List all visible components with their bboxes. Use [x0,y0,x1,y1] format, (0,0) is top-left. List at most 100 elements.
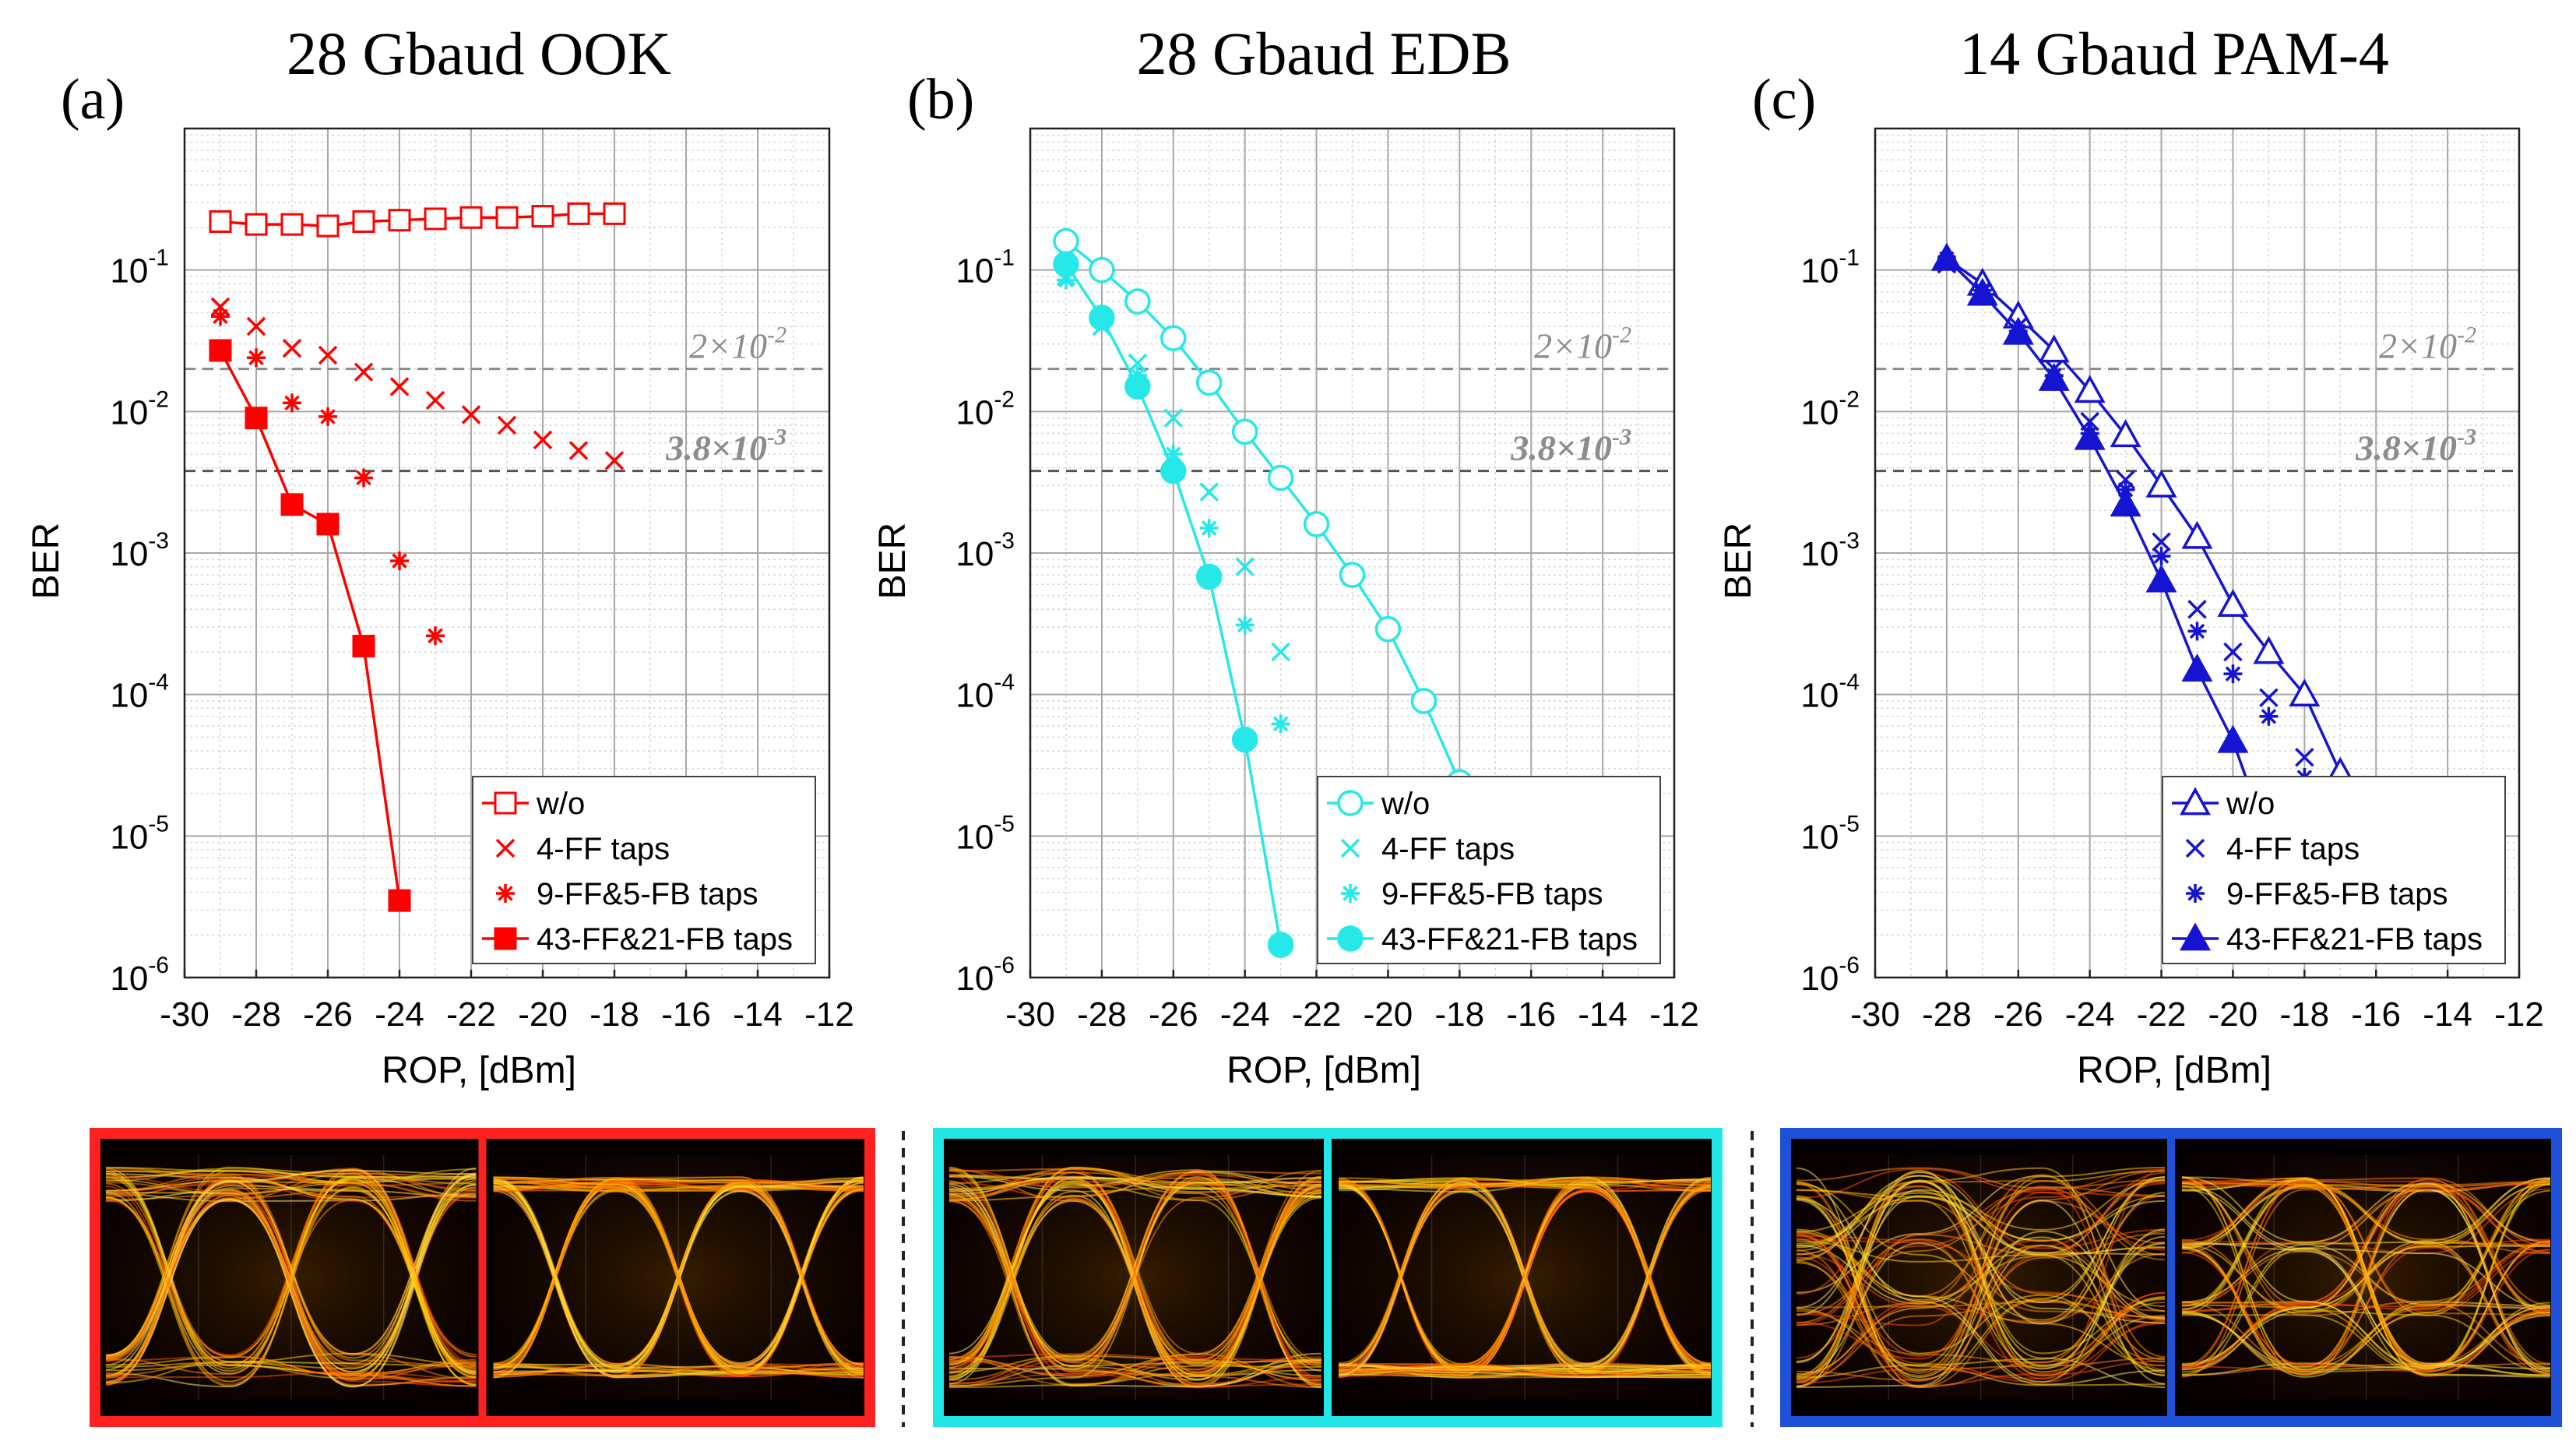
legend-marker-a [495,838,516,858]
x-tick-label-b: -12 [1649,995,1699,1034]
data-point-b-0 [1195,369,1223,396]
data-point-a-1 [246,316,266,336]
data-point-c-3 [2181,654,2213,682]
data-point-b-3 [1231,726,1258,753]
series-a-0 [209,202,626,238]
data-point-b-3 [1053,251,1079,277]
data-point-c-3 [2038,362,2070,391]
legend-marker-c [2185,838,2205,858]
data-point-b-3 [1195,563,1223,590]
x-tick-label-a: -24 [375,995,424,1034]
data-point-c-3 [2002,316,2034,345]
eye-frame-a [90,1128,875,1427]
legend-marker-b [1341,884,1360,903]
data-point-a-3 [388,889,411,912]
eye-diagram-strip [90,1128,2562,1427]
data-point-b-2 [1199,519,1219,538]
x-tick-label-b: -16 [1506,995,1556,1034]
data-point-a-2 [390,551,409,571]
panel-label-b: (b) [907,68,974,132]
data-point-a-1 [604,451,625,470]
x-tick-label-a: -16 [661,995,711,1034]
legend-label-a: 4-FF taps [537,832,670,866]
y-tick-label-a: 10-4 [110,670,169,715]
legend-b: w/o 4-FF taps 9-FF&5-FB taps 43-FF&21-FB ta… [1317,776,1661,964]
data-point-b-0 [1410,688,1438,714]
x-axis-label-a: ROP, [dBm] [382,1050,576,1091]
data-point-c-3 [2074,421,2106,450]
legend-marker-b [1337,790,1364,816]
data-point-a-1 [354,362,374,382]
data-point-c-3 [2145,564,2177,593]
threshold-label-b-1: 3.8×10-3 [1510,425,1631,468]
x-tick-label-a: -18 [589,995,639,1034]
data-point-a-0 [352,210,375,233]
data-point-a-1 [497,415,517,435]
data-point-c-2 [2187,622,2207,641]
x-tick-label-a: -30 [160,995,209,1034]
y-tick-label-b: 10-2 [955,386,1015,432]
x-tick-label-c: -12 [2494,995,2544,1034]
data-point-a-3 [352,634,375,657]
series-line-c-3 [1945,258,2260,812]
data-point-c-3 [2217,724,2249,753]
data-point-a-3 [280,493,304,516]
data-point-b-0 [1303,511,1330,537]
data-point-a-2 [283,393,301,413]
data-point-a-1 [425,390,445,410]
x-tick-label-c: -26 [1994,995,2043,1034]
eye-diagram-c-before [1796,1155,2166,1400]
data-point-b-1 [1199,482,1219,502]
data-point-c-0 [2289,678,2321,707]
x-tick-label-a: -22 [446,995,496,1034]
eye-frame-c [1780,1128,2562,1427]
x-tick-label-c: -24 [2065,995,2115,1034]
legend-label-a: 43-FF&21-FB taps [537,922,793,956]
data-point-b-0 [1089,256,1115,284]
data-point-c-0 [2074,375,2106,403]
legend-marker-b [1337,925,1364,952]
legend-a: w/o 4-FF taps 9-FF&5-FB taps 43-FF&21-FB ta… [472,776,816,964]
legend-label-a: 9-FF&5-FB taps [537,877,758,911]
data-point-a-0 [424,207,447,231]
data-point-c-1 [2259,688,2279,707]
chart-title-a: 28 Gbaud OOK [287,19,671,87]
y-tick-label-b: 10-3 [955,528,1015,573]
axes-frame-b [1029,127,1676,979]
data-point-b-2 [1056,270,1075,290]
panel-c: (c) 14 Gbaud PAM-4 2×10-23.8×10-3-30 -28-… [1718,19,2544,1091]
data-point-b-3 [1267,932,1294,958]
x-tick-label-c: -20 [2208,995,2258,1034]
x-tick-label-a: -26 [303,995,353,1034]
data-point-a-3 [245,407,268,430]
data-point-a-2 [247,348,266,368]
legend-label-b: 43-FF&21-FB taps [1381,922,1638,956]
legend-marker-a [494,791,517,815]
legend-label-c: 9-FF&5-FB taps [2226,877,2448,911]
series-a-3 [209,339,411,912]
data-point-b-0 [1160,325,1187,351]
data-point-c-2 [2152,547,2171,566]
eye-diagram-b-after [1338,1155,1712,1400]
legend-label-b: w/o [1381,787,1430,821]
y-tick-label-b: 10-5 [955,811,1015,856]
y-tick-label-a: 10-6 [110,953,169,998]
data-point-a-1 [318,345,338,365]
x-tick-label-b: -24 [1220,995,1270,1034]
x-tick-label-a: -28 [231,995,281,1034]
eye-diagram-c-after [2181,1155,2551,1400]
y-axis-label-c: BER [1718,523,1759,600]
data-point-a-0 [316,214,340,238]
y-tick-label-a: 10-2 [110,386,169,432]
data-point-a-1 [533,430,553,450]
data-point-b-0 [1231,418,1258,446]
legend-label-c: 43-FF&21-FB taps [2226,922,2483,956]
eye-diagram-a-before [105,1155,477,1400]
data-point-b-1 [1235,557,1255,576]
chart-title-c: 14 Gbaud PAM-4 [1959,19,2389,87]
x-tick-label-c: -16 [2351,995,2401,1034]
data-point-b-1 [1163,408,1184,428]
data-point-a-1 [282,338,302,358]
legend-label-b: 9-FF&5-FB taps [1381,877,1603,911]
